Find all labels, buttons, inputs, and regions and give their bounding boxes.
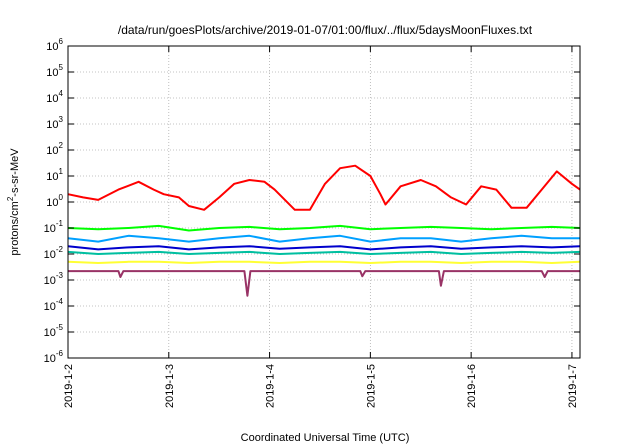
y-tick-label: 105 [46, 63, 63, 79]
y-tick-exponent: -3 [56, 271, 64, 280]
y-tick-exponent: 2 [59, 141, 64, 150]
y-tick-label: 101 [46, 167, 63, 183]
series-line-1 [67, 224, 581, 232]
series-line-2 [67, 234, 580, 243]
y-tick-base: 10 [44, 249, 56, 261]
series-line-6 [68, 270, 580, 297]
y-tick-base: 10 [46, 41, 58, 53]
y-tick-base: 10 [44, 327, 56, 339]
series-group [67, 164, 581, 297]
y-tick-exponent: 4 [59, 89, 64, 98]
x-tick-label: 2019-1-3 [164, 364, 176, 408]
y-axis-label: protons/cm2-s-sr-MeV [6, 148, 21, 256]
y-tick-base: 10 [44, 301, 56, 313]
y-tick-label: 103 [46, 115, 63, 131]
y-tick-exponent: 6 [59, 37, 64, 46]
grid-lines [68, 46, 580, 358]
x-tick-label: 2019-1-4 [265, 364, 277, 408]
y-tick-label: 106 [46, 37, 63, 53]
y-tick-exponent: 1 [59, 167, 64, 176]
y-tick-base: 10 [46, 67, 58, 79]
series-line-5 [67, 260, 581, 264]
y-axis-ticks: 10-610-510-410-310-210-11001011021031041… [44, 37, 580, 365]
y-tick-exponent: -2 [56, 245, 64, 254]
x-axis-ticks: 2019-1-2 2019-1-3 2019-1-4 2019-1-5 2019-1-6… [63, 46, 579, 408]
y-tick-exponent: -5 [56, 323, 64, 332]
series-line-3 [67, 245, 581, 251]
x-axis-label: Coordinated Universal Time (UTC) [241, 432, 410, 444]
y-tick-label: 10-6 [44, 349, 64, 365]
y-tick-exponent: -1 [56, 219, 64, 228]
y-tick-base: 10 [44, 223, 56, 235]
y-tick-base: 10 [44, 353, 56, 365]
y-axis-label-rest: -s-sr-MeV [9, 148, 21, 197]
y-tick-exponent: -4 [56, 297, 64, 306]
y-axis-label-main: protons/cm [9, 201, 21, 255]
x-tick-label: 2019-1-7 [567, 364, 579, 408]
y-tick-label: 102 [46, 141, 63, 157]
series-line-4 [67, 250, 581, 255]
chart-title: /data/run/goesPlots/archive/2019-01-07/0… [118, 23, 533, 37]
y-tick-exponent: 3 [59, 115, 64, 124]
y-tick-label: 10-5 [44, 323, 64, 339]
y-tick-exponent: -6 [56, 349, 64, 358]
y-tick-base: 10 [46, 119, 58, 131]
y-tick-label: 10-3 [44, 271, 64, 287]
y-tick-exponent: 5 [59, 63, 64, 72]
y-tick-base: 10 [44, 275, 56, 287]
y-tick-label: 10-2 [44, 245, 64, 261]
y-tick-label: 100 [46, 193, 63, 209]
y-tick-base: 10 [46, 171, 58, 183]
y-tick-label: 104 [46, 89, 63, 105]
y-tick-base: 10 [46, 93, 58, 105]
y-tick-label: 10-1 [44, 219, 64, 235]
x-tick-label: 2019-1-5 [365, 364, 377, 408]
y-tick-label: 10-4 [44, 297, 64, 313]
x-tick-label: 2019-1-2 [63, 364, 75, 408]
y-axis-label-superscript: 2 [6, 196, 15, 201]
y-tick-base: 10 [46, 197, 58, 209]
x-tick-label: 2019-1-6 [466, 364, 478, 408]
series-line-0 [67, 164, 581, 211]
y-tick-base: 10 [46, 145, 58, 157]
y-tick-exponent: 0 [59, 193, 64, 202]
